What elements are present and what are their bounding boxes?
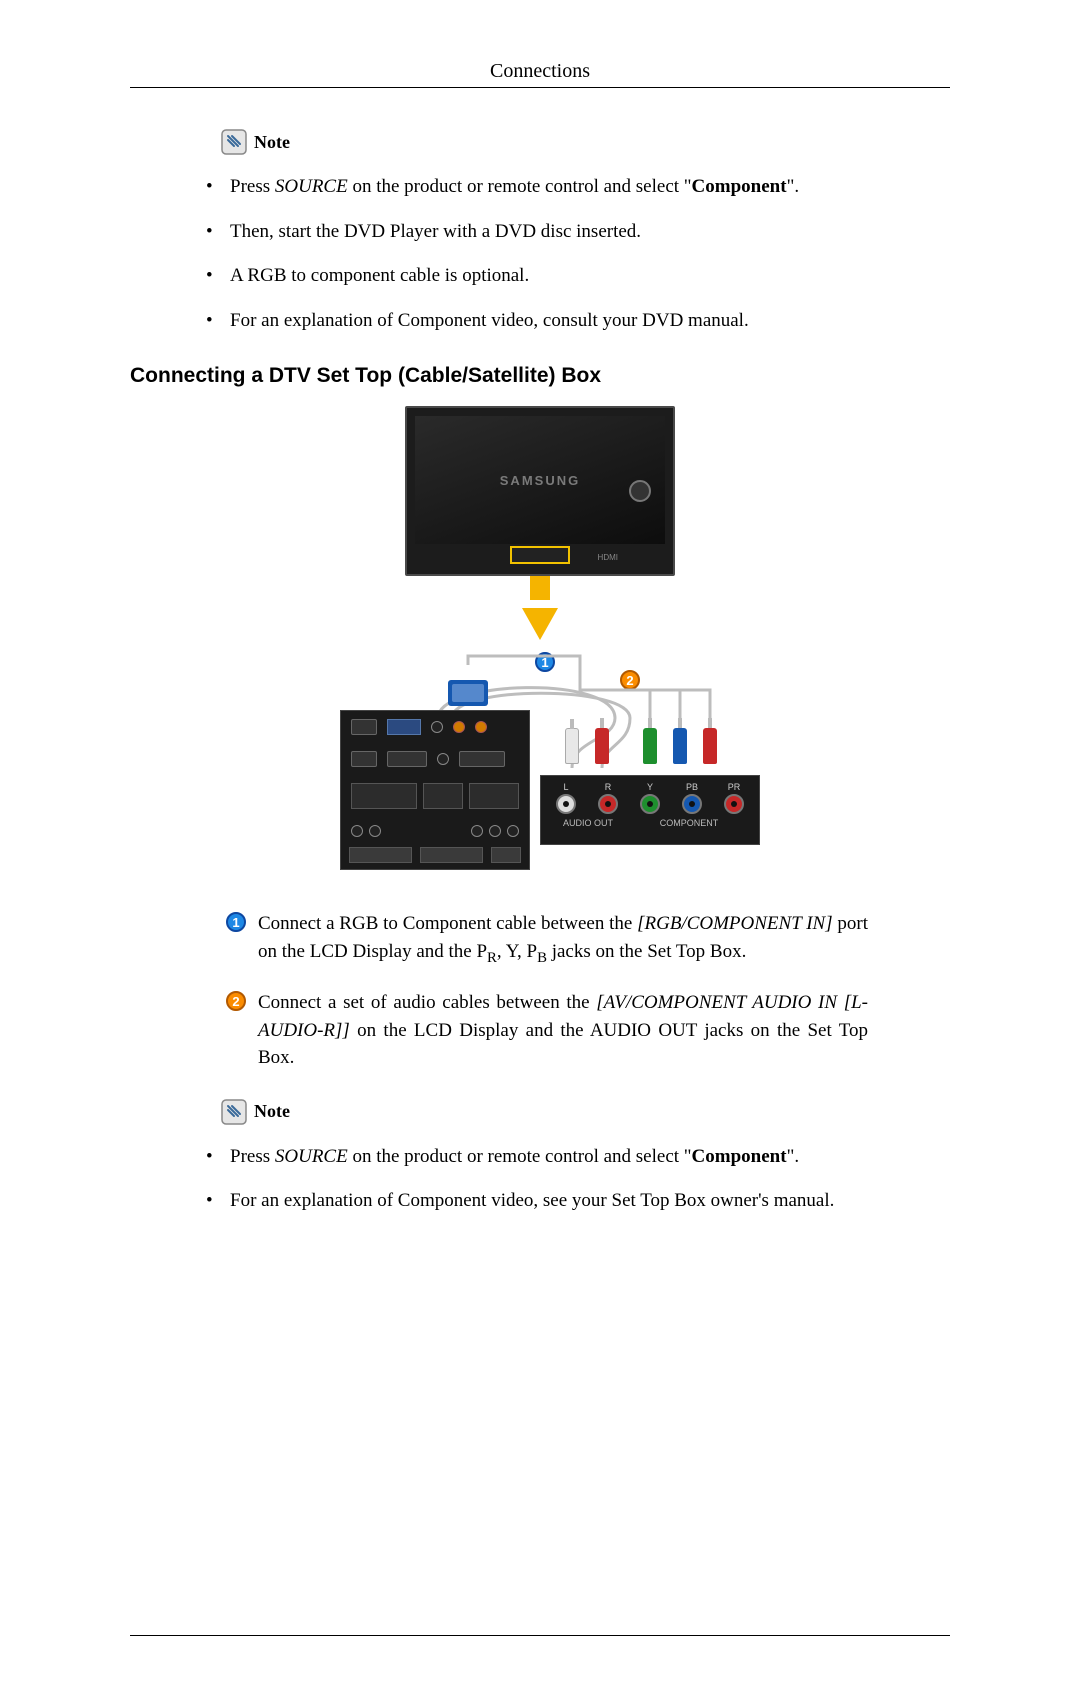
component-plug-blue-icon [673, 728, 687, 764]
jack-label: PB [686, 782, 698, 792]
text-bold: Component [692, 176, 787, 197]
text: on the product or remote control and sel… [348, 176, 692, 197]
text-italic: SOURCE [275, 176, 348, 197]
jack-l: L [549, 782, 583, 814]
step-2-text: Connect a set of audio cables between th… [258, 989, 868, 1072]
jack-label: PR [728, 782, 741, 792]
text: Connect a RGB to Component cable between… [258, 913, 637, 934]
text: Then, start the DVD Player with a DVD di… [230, 221, 641, 242]
list-item: For an explanation of Component video, s… [200, 1188, 950, 1215]
jack-pb: PB [675, 782, 709, 814]
component-plug-green-icon [643, 728, 657, 764]
list-item: Press SOURCE on the product or remote co… [200, 174, 950, 201]
list-item: For an explanation of Component video, c… [200, 308, 950, 335]
text: ". [787, 1146, 800, 1167]
step-1-text: Connect a RGB to Component cable between… [258, 910, 868, 969]
note-icon [220, 128, 248, 156]
text: , Y, P [497, 941, 537, 962]
jack-r: R [591, 782, 625, 814]
vga-plug-icon [448, 680, 488, 706]
connection-diagram: SAMSUNG HDMI 1 2 [130, 406, 950, 880]
text-sub: B [537, 950, 547, 966]
step-1: 1 Connect a RGB to Component cable betwe… [226, 910, 950, 969]
tv-logo: SAMSUNG [500, 473, 580, 488]
jack-pr: PR [717, 782, 751, 814]
text-italic: SOURCE [275, 1146, 348, 1167]
cable-area: 1 2 [320, 650, 760, 880]
step-badge-1: 1 [226, 912, 246, 932]
note-block-1: Note [220, 128, 950, 156]
note-icon [220, 1098, 248, 1126]
arrow-down-icon [530, 576, 550, 600]
audio-plug-red-icon [595, 728, 609, 764]
note2-bullet-list: Press SOURCE on the product or remote co… [200, 1144, 950, 1215]
page-header-title: Connections [130, 60, 950, 88]
text: on the LCD Display and the AUDIO OUT jac… [258, 1020, 868, 1069]
tv-power-button-icon [629, 480, 651, 502]
note-block-2: Note [220, 1098, 950, 1126]
jack-label: L [563, 782, 568, 792]
text: Press [230, 1146, 275, 1167]
component-plug-red-icon [703, 728, 717, 764]
text: Connect a set of audio cables between th… [258, 992, 596, 1013]
text: on the product or remote control and sel… [348, 1146, 692, 1167]
text-bold: Component [692, 1146, 787, 1167]
jack-label: R [605, 782, 612, 792]
stb-audio-out-label: AUDIO OUT [549, 818, 627, 828]
note1-bullet-list: Press SOURCE on the product or remote co… [200, 174, 950, 334]
text: A RGB to component cable is optional. [230, 265, 529, 286]
text-italic: [RGB/COMPONENT IN] [637, 913, 833, 934]
lcd-io-panel [340, 710, 530, 870]
section-heading: Connecting a DTV Set Top (Cable/Satellit… [130, 364, 950, 388]
text: For an explanation of Component video, c… [230, 310, 749, 331]
step-badge-2: 2 [226, 991, 246, 1011]
note-label: Note [254, 1101, 290, 1122]
settop-output-panel: L R Y PB PR AUDIO OUT COMPONENT [540, 775, 760, 845]
tv-screen: SAMSUNG [415, 416, 665, 544]
list-item: Press SOURCE on the product or remote co… [200, 1144, 950, 1171]
arrow-down-icon [522, 608, 558, 640]
list-item: A RGB to component cable is optional. [200, 263, 950, 290]
step-2: 2 Connect a set of audio cables between … [226, 989, 950, 1072]
text: Press [230, 176, 275, 197]
jack-y: Y [633, 782, 667, 814]
text-sub: R [487, 950, 497, 966]
connection-steps: 1 Connect a RGB to Component cable betwe… [226, 910, 950, 1071]
footer-rule [130, 1635, 950, 1636]
jack-label: Y [647, 782, 653, 792]
tv-graphic: SAMSUNG HDMI [405, 406, 675, 576]
text: For an explanation of Component video, s… [230, 1190, 834, 1211]
audio-plug-white-icon [565, 728, 579, 764]
text: jacks on the Set Top Box. [547, 941, 746, 962]
list-item: Then, start the DVD Player with a DVD di… [200, 219, 950, 246]
stb-component-label: COMPONENT [627, 818, 751, 828]
note-label: Note [254, 132, 290, 153]
tv-highlighted-port [510, 546, 570, 564]
text: ". [787, 176, 800, 197]
tv-port-label: HDMI [598, 553, 618, 562]
